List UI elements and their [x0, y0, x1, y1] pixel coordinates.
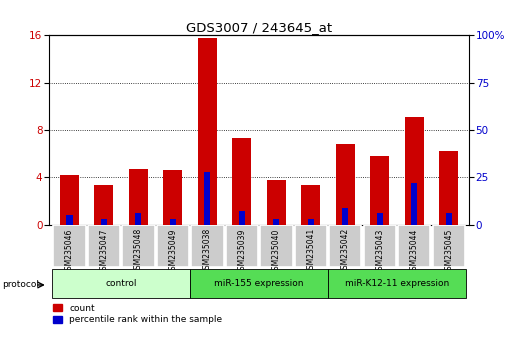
- Bar: [239, 211, 245, 225]
- Text: protocol: protocol: [3, 280, 40, 290]
- Bar: [170, 219, 176, 225]
- Bar: [232, 138, 251, 225]
- Bar: [377, 213, 383, 225]
- FancyBboxPatch shape: [260, 225, 292, 267]
- FancyBboxPatch shape: [294, 225, 327, 267]
- Bar: [439, 152, 458, 225]
- Text: miR-K12-11 expression: miR-K12-11 expression: [345, 279, 449, 288]
- Text: GSM235041: GSM235041: [306, 228, 315, 274]
- Text: control: control: [105, 279, 137, 288]
- Bar: [66, 215, 72, 225]
- FancyBboxPatch shape: [432, 225, 465, 267]
- Text: GSM235044: GSM235044: [410, 228, 419, 275]
- Bar: [101, 219, 107, 225]
- Bar: [163, 170, 182, 225]
- FancyBboxPatch shape: [226, 225, 258, 267]
- Text: GSM235039: GSM235039: [238, 228, 246, 275]
- FancyBboxPatch shape: [53, 225, 86, 267]
- Bar: [446, 213, 452, 225]
- Text: miR-155 expression: miR-155 expression: [214, 279, 304, 288]
- Title: GDS3007 / 243645_at: GDS3007 / 243645_at: [186, 21, 332, 34]
- Bar: [129, 169, 148, 225]
- Bar: [405, 117, 424, 225]
- Text: GSM235042: GSM235042: [341, 228, 350, 274]
- Text: GSM235049: GSM235049: [168, 228, 177, 275]
- Text: GSM235038: GSM235038: [203, 228, 212, 274]
- Bar: [273, 219, 280, 225]
- Legend: count, percentile rank within the sample: count, percentile rank within the sample: [53, 304, 223, 324]
- Bar: [94, 184, 113, 225]
- Bar: [135, 213, 142, 225]
- Bar: [60, 175, 79, 225]
- Bar: [308, 219, 314, 225]
- FancyBboxPatch shape: [329, 225, 362, 267]
- Text: GSM235045: GSM235045: [444, 228, 453, 275]
- Text: GSM235043: GSM235043: [375, 228, 384, 275]
- Bar: [342, 208, 348, 225]
- FancyBboxPatch shape: [364, 225, 396, 267]
- FancyBboxPatch shape: [156, 225, 189, 267]
- FancyBboxPatch shape: [190, 269, 328, 297]
- Bar: [411, 183, 418, 225]
- FancyBboxPatch shape: [52, 269, 190, 297]
- FancyBboxPatch shape: [122, 225, 154, 267]
- Text: GSM235040: GSM235040: [272, 228, 281, 275]
- FancyBboxPatch shape: [88, 225, 120, 267]
- Text: GSM235048: GSM235048: [134, 228, 143, 274]
- Bar: [301, 184, 320, 225]
- Bar: [370, 156, 389, 225]
- Text: GSM235047: GSM235047: [100, 228, 108, 275]
- Bar: [336, 144, 355, 225]
- Bar: [198, 38, 217, 225]
- Bar: [267, 180, 286, 225]
- FancyBboxPatch shape: [398, 225, 430, 267]
- FancyBboxPatch shape: [191, 225, 224, 267]
- Bar: [204, 172, 210, 225]
- Text: GSM235046: GSM235046: [65, 228, 74, 275]
- FancyBboxPatch shape: [328, 269, 466, 297]
